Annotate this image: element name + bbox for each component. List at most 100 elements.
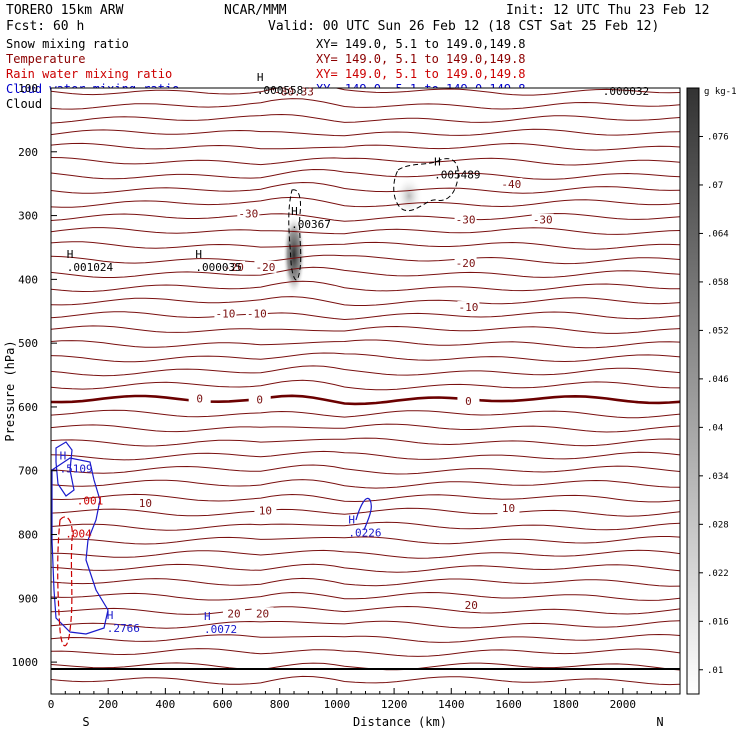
extremum-mark: H <box>434 155 441 168</box>
y-tick-label: 800 <box>18 529 38 542</box>
extremum-mark: H <box>257 71 264 84</box>
extremum-value: .001 <box>77 494 104 507</box>
colorbar-tick-label: .076 <box>707 132 729 142</box>
isotherm <box>51 507 680 517</box>
model-title: TORERO 15km ARW <box>6 3 124 18</box>
y-tick-label-top: 100 <box>18 82 38 95</box>
extremum-value: .00367 <box>291 218 331 231</box>
y-tick-label: 700 <box>18 465 38 478</box>
cloud-water-contour-inner <box>55 441 75 497</box>
ice-contour-upper <box>393 158 459 212</box>
init-time: Init: 12 UTC Thu 23 Feb 12 <box>506 3 710 18</box>
extremum-value: .005489 <box>434 168 480 181</box>
isotherm <box>51 536 680 545</box>
x-tick-label: 1600 <box>495 698 522 711</box>
x-tick-label: 600 <box>213 698 233 711</box>
label-bg <box>454 257 477 270</box>
field-xy: XY= 149.0, 5.1 to 149.0,149.8 <box>316 67 526 81</box>
x-tick-label: 1400 <box>438 698 465 711</box>
field-xy: XY= 149.0, 5.1 to 149.0,149.8 <box>316 37 526 51</box>
isotherm-label: 20 <box>465 599 478 612</box>
isotherm <box>51 423 680 433</box>
extremum-mark: H <box>195 248 202 261</box>
x-tick-label: 0 <box>48 698 55 711</box>
extremum-mark: H <box>107 609 114 622</box>
isotherm <box>51 113 680 124</box>
isotherm <box>51 577 680 587</box>
axis-ticks: 0 200 400 600 800 1000 1200 1400 1600 1800 2000200… <box>12 82 667 711</box>
isotherm <box>51 549 680 559</box>
contour-labels: -80.33 -40 -30 -30 -30 -20 -20 -20 -10 -10 -10 0 0 0 1… <box>60 71 650 636</box>
extremum-value: .004 <box>65 528 92 541</box>
isotherm-label: 10 <box>502 502 515 515</box>
south-label: S <box>82 715 89 729</box>
colorbar-tick-label: .046 <box>707 375 729 385</box>
rain-contour <box>57 516 73 647</box>
isotherm <box>51 241 680 250</box>
isotherm <box>51 437 680 447</box>
isotherm-label: -30 <box>238 207 258 220</box>
isotherm <box>51 168 680 180</box>
isotherm <box>51 296 680 306</box>
zero-isotherm <box>51 394 680 406</box>
isotherm <box>51 620 680 629</box>
x-tick-label: 1800 <box>552 698 579 711</box>
label-bg <box>251 607 274 620</box>
colorbar-tick-label: .064 <box>707 229 729 239</box>
moisture-contours <box>51 158 459 647</box>
y-tick-label: 200 <box>18 146 38 159</box>
colorbar-tick-label: .01 <box>707 666 723 676</box>
label-bg <box>222 260 245 273</box>
label-bg <box>254 260 277 273</box>
isotherm <box>51 311 680 321</box>
isotherm <box>51 409 680 419</box>
extremum-mark: H <box>204 610 211 623</box>
isotherm-label: -30 <box>456 214 476 227</box>
label-bg <box>457 394 480 407</box>
isotherm-label: 0 <box>196 392 203 405</box>
isotherm <box>51 212 680 222</box>
temperature-isotherms <box>51 88 680 686</box>
x-tick-label: 1200 <box>381 698 408 711</box>
isotherm <box>51 675 680 686</box>
label-bg <box>457 301 480 314</box>
isotherm <box>51 633 680 643</box>
plot-background <box>51 88 680 694</box>
x-tick-label: 2000 <box>610 698 637 711</box>
isotherm <box>51 254 680 265</box>
isotherm-label: 20 <box>227 607 240 620</box>
extremum-value: .2766 <box>107 622 140 635</box>
valid-time: Valid: 00 UTC Sun 26 Feb 12 (18 CST Sat … <box>268 19 659 34</box>
isotherm <box>51 479 680 489</box>
isotherm <box>51 563 680 573</box>
y-tick-label: 300 <box>18 210 38 223</box>
isotherm <box>51 605 680 615</box>
y-tick-label: 900 <box>18 592 38 605</box>
label-bg <box>460 598 483 611</box>
extremum-value: .001024 <box>67 261 114 274</box>
isotherm <box>51 128 680 137</box>
extremum-mark: H <box>67 248 74 261</box>
ice-shaded-upper <box>395 176 423 216</box>
north-label: N <box>656 715 663 729</box>
label-bg <box>134 496 157 509</box>
label-bg <box>237 207 260 220</box>
label-bg <box>214 307 237 320</box>
field-label: Rain water mixing ratio <box>6 67 172 81</box>
extremum-value: .0072 <box>204 623 237 636</box>
colorbar-ticks: .01 .016 .022 .028 .034 .04 .046 .052 .058 .064 .0… <box>699 132 729 676</box>
header: TORERO 15km ARW NCAR/MMM Init: 12 UTC Th… <box>6 3 710 34</box>
label-bg <box>245 307 268 320</box>
center-title: NCAR/MMM <box>224 3 287 18</box>
field-xy: XY= 149.0, 5.1 to 149.0,149.8 <box>316 52 526 66</box>
plot-area: 0 200 400 600 800 1000 1200 1400 1600 1800 2000200… <box>3 71 681 729</box>
extremum-value: .000035 <box>195 261 241 274</box>
isotherm-label: -40 <box>501 178 521 191</box>
isotherm-label: -30 <box>533 214 553 227</box>
extremum-value: .5109 <box>60 462 93 475</box>
isotherm <box>51 379 680 391</box>
label-bg <box>497 502 520 515</box>
extremum-mark: H <box>348 513 355 526</box>
isotherm <box>51 88 680 96</box>
isotherm-label: 0 <box>465 395 472 408</box>
